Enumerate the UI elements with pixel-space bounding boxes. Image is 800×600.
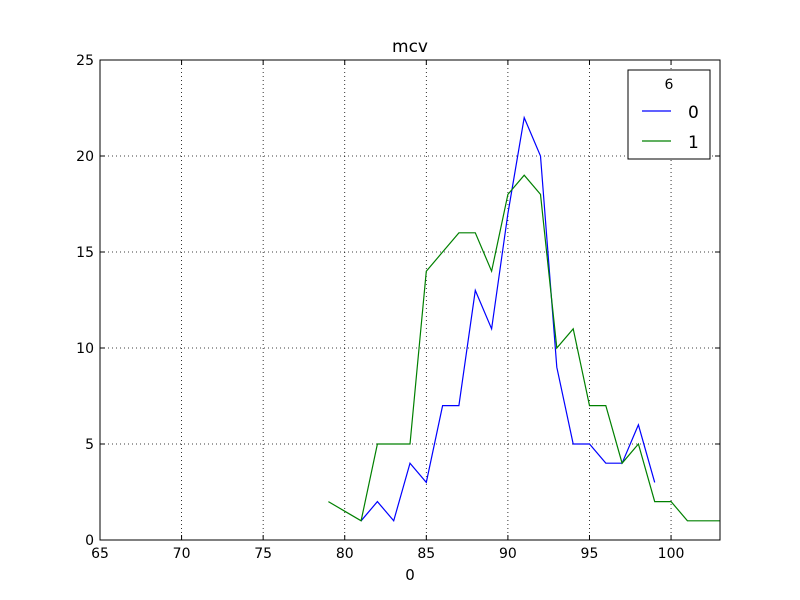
- x-tick-label: 95: [581, 546, 599, 562]
- y-tick-label: 15: [76, 245, 94, 261]
- x-axis-label: 0: [405, 566, 415, 584]
- series-line-0: [360, 115, 656, 523]
- y-tick-label: 10: [76, 341, 94, 357]
- x-tick-label: 100: [658, 546, 685, 562]
- series-layer: [328, 115, 720, 523]
- y-tick-label: 0: [85, 533, 94, 549]
- legend-label-0: 0: [688, 103, 699, 123]
- x-tick-label: 85: [417, 546, 435, 562]
- plot-frame: [99, 59, 721, 541]
- legend-label-1: 1: [688, 133, 699, 153]
- y-tick-label: 20: [76, 149, 94, 165]
- x-tick-label: 80: [336, 546, 354, 562]
- chart-title: mcv: [392, 37, 428, 57]
- x-tick-label: 65: [91, 546, 109, 562]
- x-tick-label: 75: [254, 546, 272, 562]
- legend-title: 6: [665, 77, 674, 93]
- legend-box: [627, 69, 711, 160]
- y-tick-label: 5: [85, 437, 94, 453]
- y-tick-label: 25: [76, 53, 94, 69]
- x-tick-label: 70: [173, 546, 191, 562]
- legend: 60 1: [627, 69, 711, 160]
- x-tick-label: 90: [499, 546, 517, 562]
- series-line-1: [328, 174, 720, 522]
